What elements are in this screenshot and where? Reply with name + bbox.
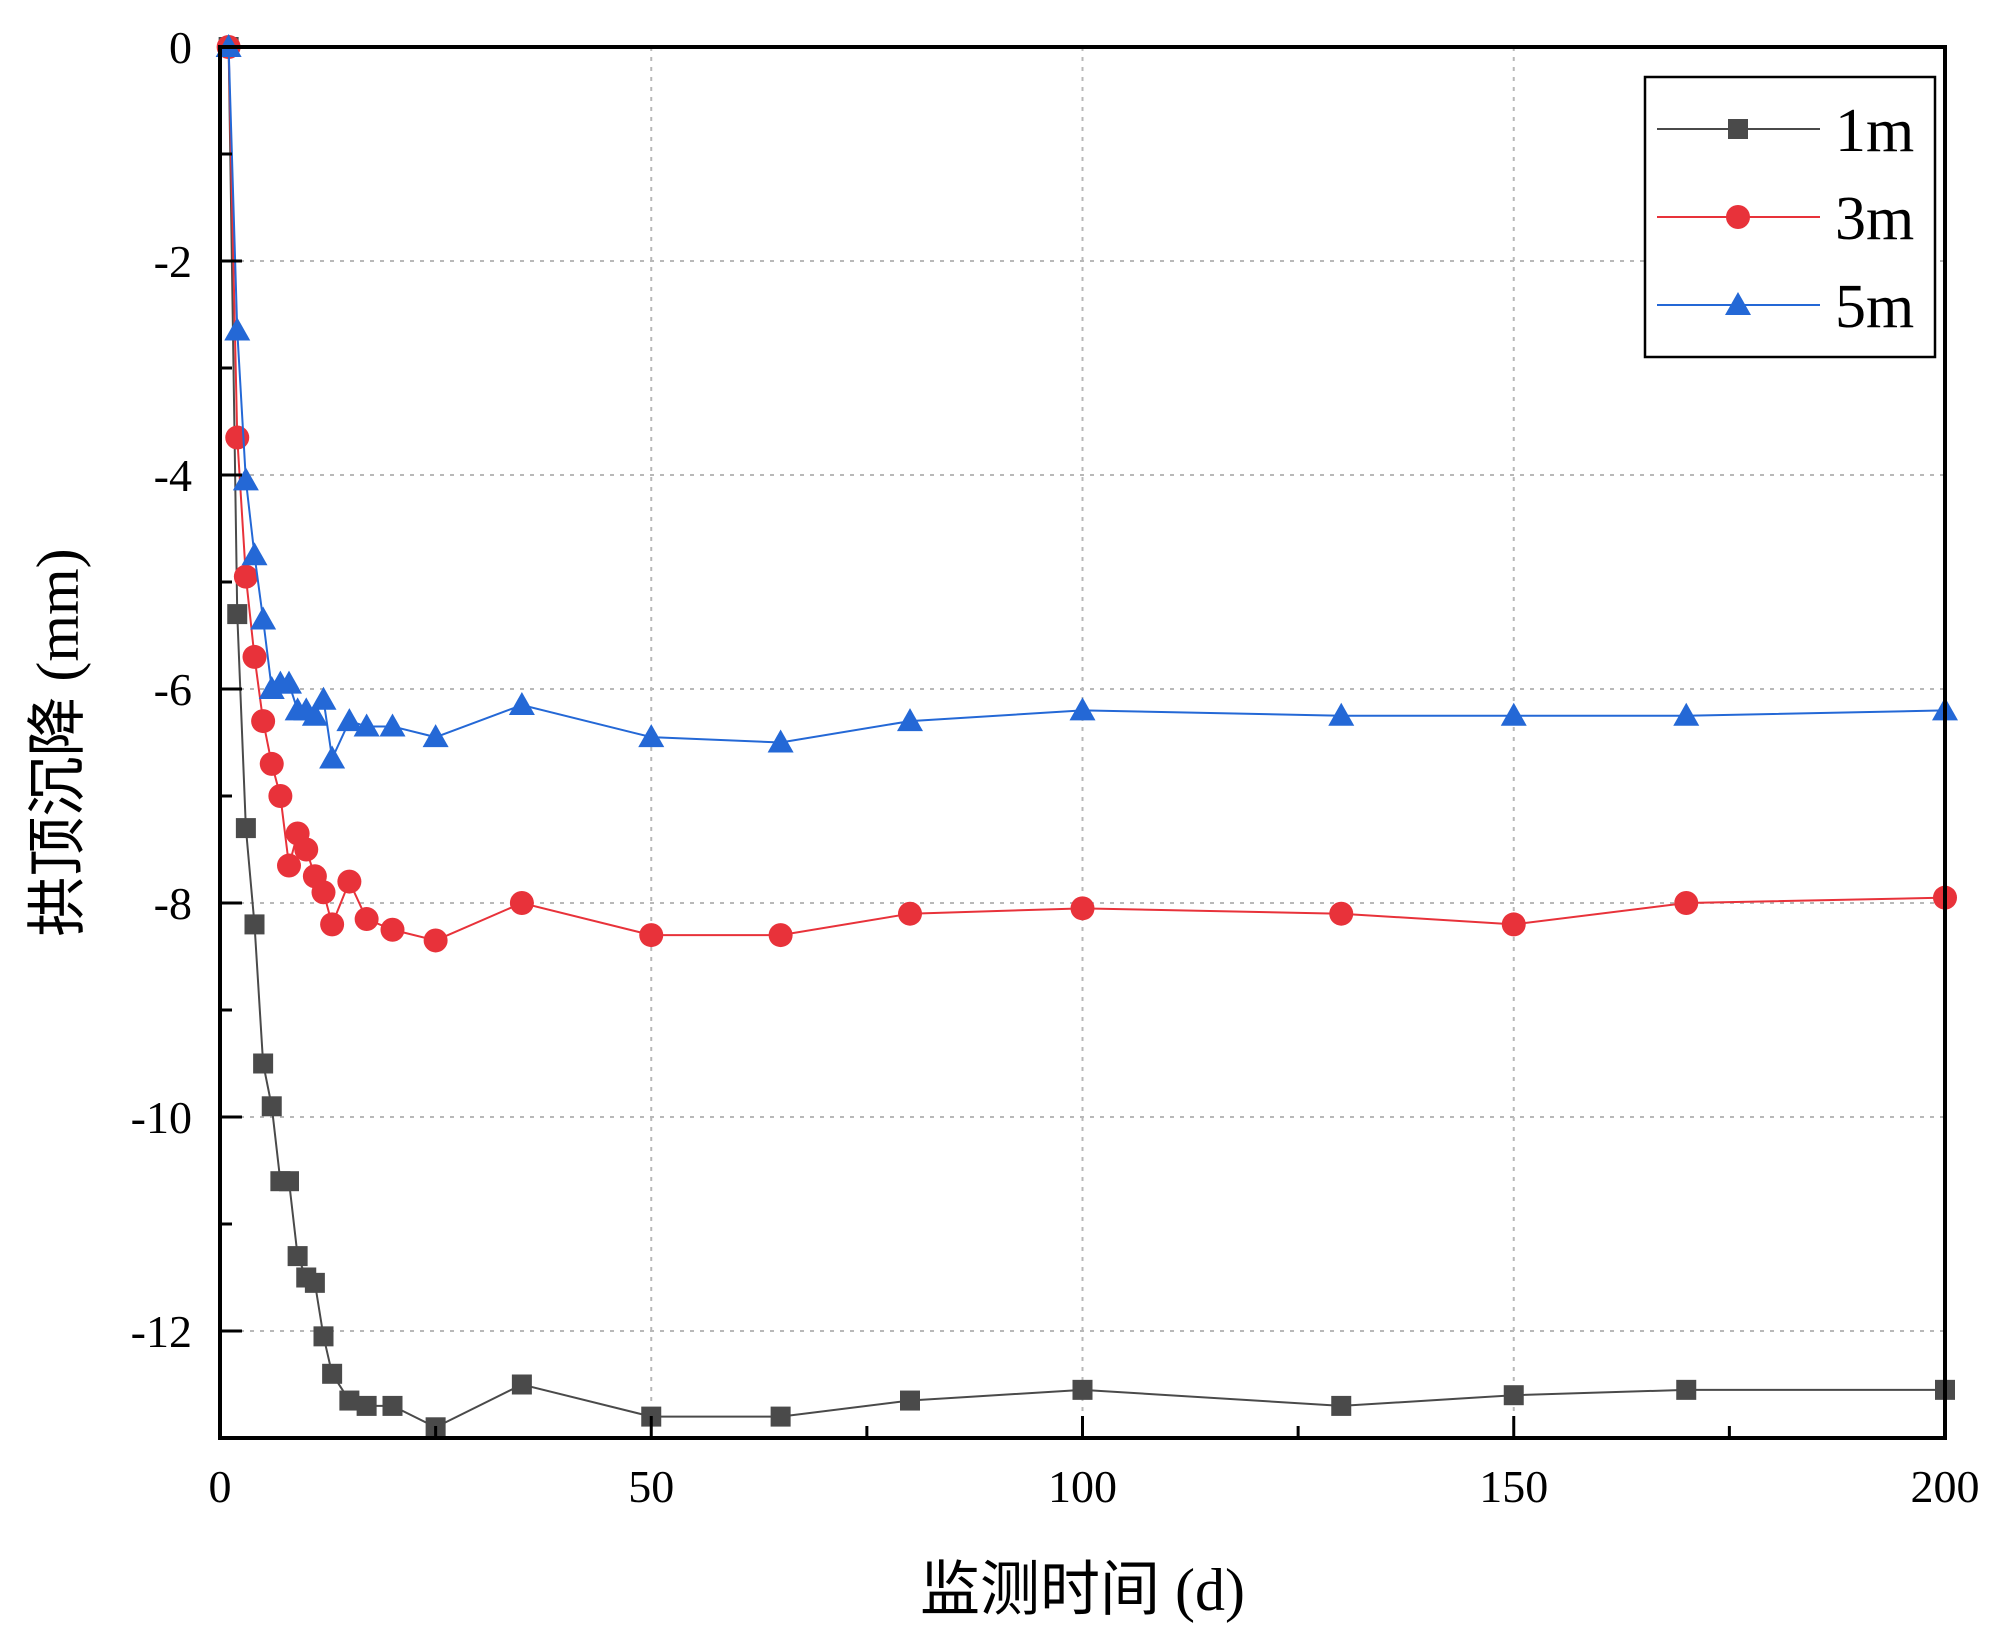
legend-marker-5m xyxy=(1725,292,1751,315)
y-tick-label: 0 xyxy=(169,22,192,73)
data-point-1m xyxy=(382,1395,403,1416)
data-point-3m xyxy=(639,923,664,948)
data-point-5m xyxy=(897,708,923,732)
legend: 1m 3m 5m xyxy=(1643,75,1937,359)
data-point-5m xyxy=(1673,702,1700,726)
data-point-3m xyxy=(1674,891,1699,915)
data-point-3m xyxy=(277,853,301,878)
data-point-3m xyxy=(259,751,284,776)
data-point-3m xyxy=(423,928,448,953)
data-point-1m xyxy=(356,1395,377,1416)
data-point-5m xyxy=(508,692,535,716)
data-point-5m xyxy=(422,724,449,748)
data-point-5m xyxy=(1069,697,1096,721)
data-point-1m xyxy=(900,1390,920,1411)
x-axis-title: 监测时间 (d) xyxy=(920,1557,1245,1623)
data-point-3m xyxy=(354,907,379,932)
y-tick-label: -10 xyxy=(131,1092,192,1143)
y-axis-title: 拱顶沉降 (mm) xyxy=(25,548,91,936)
series-5m xyxy=(215,34,1958,769)
legend-item-3m: 3m xyxy=(1657,185,1914,253)
data-point-3m xyxy=(294,837,319,862)
data-point-3m xyxy=(251,709,276,734)
data-point-1m xyxy=(279,1171,299,1192)
series-3m xyxy=(216,35,1957,953)
legend-item-5m: 5m xyxy=(1657,273,1914,341)
data-point-1m xyxy=(511,1374,532,1395)
data-point-1m xyxy=(261,1096,282,1117)
y-tick-label: -4 xyxy=(154,450,192,501)
data-point-1m xyxy=(304,1272,325,1293)
data-point-3m xyxy=(898,901,922,926)
legend-label-1m: 1m xyxy=(1835,97,1914,165)
y-tick-label: -2 xyxy=(154,236,192,287)
data-point-5m xyxy=(353,713,380,737)
legend-item-1m: 1m xyxy=(1657,97,1914,165)
data-point-5m xyxy=(250,606,277,630)
data-point-1m xyxy=(1331,1395,1352,1416)
data-point-1m xyxy=(1072,1379,1093,1400)
data-point-5m xyxy=(638,724,665,748)
data-point-3m xyxy=(311,880,336,905)
data-point-1m xyxy=(1503,1385,1524,1406)
data-point-5m xyxy=(1500,702,1527,726)
data-point-5m xyxy=(767,729,794,753)
y-tick-label: -12 xyxy=(131,1306,192,1357)
data-point-1m xyxy=(227,604,248,625)
data-point-5m xyxy=(379,713,406,737)
data-point-5m xyxy=(224,317,251,341)
data-point-5m xyxy=(310,686,337,710)
x-tick-label: 100 xyxy=(1048,1461,1117,1512)
data-point-1m xyxy=(244,914,265,935)
data-point-1m xyxy=(770,1406,791,1427)
x-tick-label: 150 xyxy=(1479,1461,1548,1512)
data-point-5m xyxy=(232,467,259,491)
data-point-1m xyxy=(322,1363,343,1384)
data-point-1m xyxy=(313,1326,334,1347)
axis-ticks: 0 50 100 150 200 0 -2 -4 -6 -8 -10 -12 xyxy=(131,22,1980,1512)
legend-label-3m: 3m xyxy=(1835,185,1914,253)
data-point-5m xyxy=(301,702,328,726)
data-point-1m xyxy=(253,1053,274,1074)
legend-marker-3m xyxy=(1726,205,1750,229)
data-point-3m xyxy=(320,912,345,937)
data-point-3m xyxy=(242,644,267,669)
data-point-3m xyxy=(233,564,258,589)
data-point-3m xyxy=(337,869,362,894)
data-point-3m xyxy=(380,917,405,942)
y-tick-label: -6 xyxy=(154,664,192,715)
data-point-1m xyxy=(287,1246,308,1267)
series-line-5m xyxy=(227,46,1946,763)
data-point-5m xyxy=(336,708,363,732)
data-point-1m xyxy=(235,818,256,839)
data-point-3m xyxy=(225,425,250,450)
data-point-3m xyxy=(1070,896,1095,921)
data-point-3m xyxy=(768,923,793,948)
data-point-5m xyxy=(276,670,302,694)
x-tick-label: 0 xyxy=(209,1461,232,1512)
data-point-5m xyxy=(319,745,346,769)
legend-marker-1m xyxy=(1728,119,1748,139)
data-point-3m xyxy=(1501,912,1526,937)
data-point-3m xyxy=(509,891,534,915)
data-series xyxy=(215,34,1958,1438)
data-point-1m xyxy=(1676,1379,1697,1400)
data-point-3m xyxy=(1329,901,1354,926)
data-point-3m xyxy=(268,784,293,808)
data-point-5m xyxy=(1328,702,1355,726)
data-point-5m xyxy=(241,542,268,566)
x-tick-label: 200 xyxy=(1911,1461,1980,1512)
y-tick-label: -8 xyxy=(154,878,192,929)
x-tick-label: 50 xyxy=(628,1461,674,1512)
legend-label-5m: 5m xyxy=(1835,273,1914,341)
data-point-1m xyxy=(339,1390,360,1411)
